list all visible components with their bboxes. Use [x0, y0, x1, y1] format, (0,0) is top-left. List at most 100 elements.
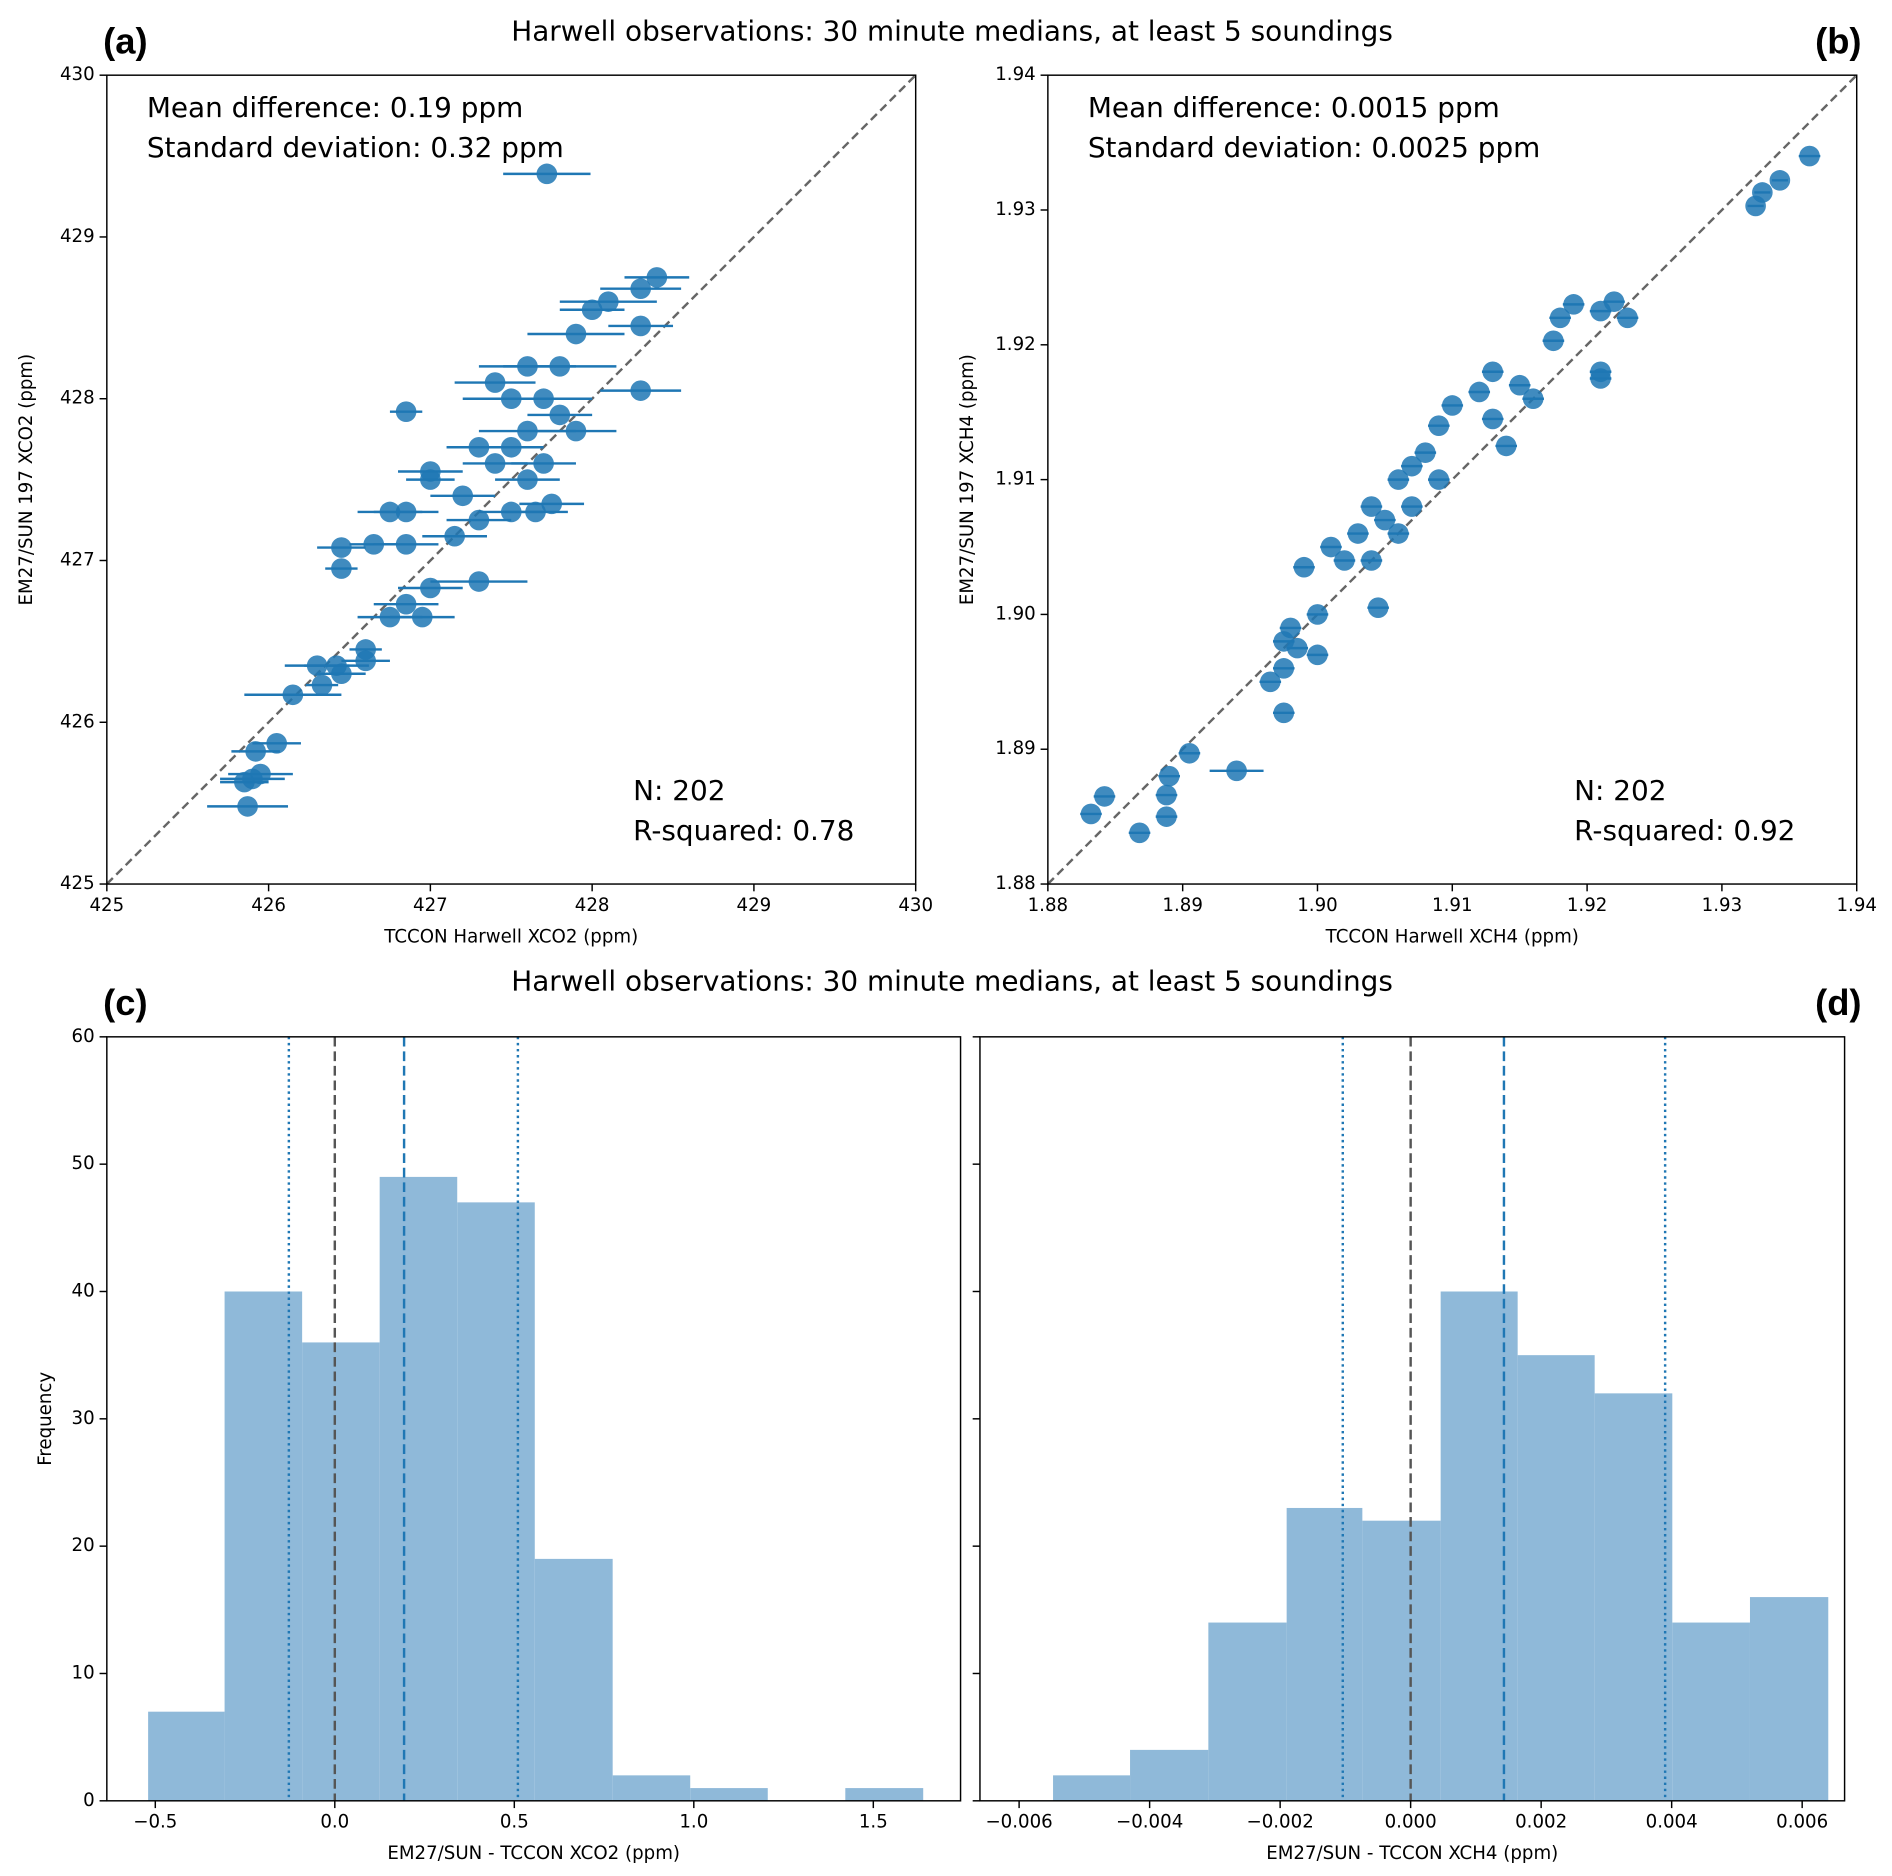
point — [1293, 556, 1315, 578]
x-tick-label: 425 — [89, 895, 124, 916]
point — [468, 571, 490, 592]
point — [331, 663, 352, 685]
y-tick-label: 0 — [83, 1790, 95, 1811]
x-tick-label: −0.002 — [1246, 1812, 1313, 1833]
point — [1468, 381, 1490, 403]
point — [420, 469, 441, 490]
point — [565, 420, 587, 442]
point — [630, 380, 651, 401]
bar — [148, 1711, 225, 1801]
point — [533, 388, 554, 410]
x-axis-label: EM27/SUN - TCCON XCO2 (ppm) — [387, 1843, 680, 1864]
point — [452, 485, 474, 507]
x-tick-label: 1.89 — [1162, 895, 1203, 916]
point — [395, 593, 417, 615]
bar — [1749, 1597, 1829, 1801]
y-tick-label: 425 — [60, 873, 95, 894]
point — [517, 469, 538, 490]
point — [1273, 702, 1295, 724]
x-axis-label: EM27/SUN - TCCON XCH4 (ppm) — [1266, 1843, 1558, 1864]
bar — [302, 1342, 380, 1801]
y-tick-label: 1.89 — [995, 738, 1036, 759]
one-to-one-line — [1047, 75, 1857, 885]
point — [1401, 496, 1423, 517]
point — [646, 267, 668, 288]
x-tick-label: −0.006 — [985, 1812, 1052, 1833]
point — [1129, 822, 1150, 844]
plot-area — [1047, 75, 1857, 885]
point — [1590, 300, 1611, 322]
point — [355, 650, 376, 672]
point — [1388, 469, 1409, 490]
point — [1549, 307, 1571, 329]
point — [444, 525, 465, 547]
point — [1590, 361, 1611, 383]
point — [1482, 361, 1504, 383]
x-tick-label: 1.5 — [859, 1812, 888, 1833]
point — [630, 315, 651, 337]
point — [1320, 536, 1342, 558]
bar — [845, 1788, 924, 1801]
y-axis-label: Frequency — [35, 1372, 56, 1466]
x-tick-label: 1.0 — [679, 1812, 708, 1833]
x-tick-label: 427 — [413, 895, 448, 916]
panel-label: (d) — [1815, 982, 1861, 1023]
bar — [224, 1291, 303, 1801]
point — [282, 684, 304, 706]
y-tick-label: 1.90 — [995, 603, 1036, 624]
point — [1495, 435, 1517, 457]
x-tick-label: 429 — [737, 895, 772, 916]
point — [1361, 496, 1382, 517]
point — [379, 501, 401, 523]
point — [1179, 742, 1200, 764]
bar — [379, 1176, 458, 1801]
point — [1745, 195, 1766, 217]
y-axis-label: EM27/SUN 197 XCO2 (ppm) — [16, 354, 37, 606]
point — [541, 493, 563, 515]
panel-label: (b) — [1815, 20, 1861, 61]
point — [1307, 604, 1328, 625]
point — [565, 323, 587, 345]
bar — [1362, 1520, 1441, 1801]
point — [1307, 644, 1328, 666]
point — [517, 420, 538, 442]
point — [1428, 415, 1450, 436]
point — [1522, 388, 1544, 410]
point — [1361, 550, 1382, 571]
point — [1509, 374, 1531, 396]
y-tick-label: 1.92 — [995, 334, 1036, 355]
y-tick-label: 10 — [72, 1662, 95, 1683]
point — [1158, 765, 1180, 787]
figure-title: Harwell observations: 30 minute medians,… — [511, 15, 1393, 48]
point — [1563, 294, 1584, 315]
point — [517, 356, 538, 377]
bar — [1594, 1393, 1673, 1801]
point — [1156, 784, 1177, 806]
point — [549, 404, 571, 426]
y-tick-label: 1.94 — [995, 64, 1036, 85]
panel-label: (a) — [103, 20, 147, 61]
point — [1286, 637, 1308, 659]
bar — [1053, 1775, 1131, 1801]
figure-title: Harwell observations: 30 minute medians,… — [511, 964, 1393, 997]
point — [331, 537, 352, 558]
point — [468, 509, 490, 531]
point — [395, 401, 417, 422]
annotation: Standard deviation: 0.0025 ppm — [1088, 131, 1540, 164]
x-tick-label: 1.91 — [1432, 895, 1473, 916]
axes-frame — [106, 74, 917, 885]
plot-area — [1053, 1036, 1829, 1801]
x-tick-label: 0.002 — [1515, 1812, 1567, 1833]
one-to-one-line — [106, 75, 916, 885]
point — [311, 674, 333, 696]
point — [237, 796, 258, 817]
annotation: Mean difference: 0.0015 ppm — [1088, 91, 1500, 124]
point — [266, 732, 287, 754]
y-tick-label: 50 — [72, 1153, 95, 1174]
y-tick-label: 427 — [60, 549, 95, 570]
point — [598, 291, 619, 312]
axes-frame — [1047, 74, 1858, 885]
point — [234, 771, 255, 793]
point — [1441, 395, 1463, 416]
